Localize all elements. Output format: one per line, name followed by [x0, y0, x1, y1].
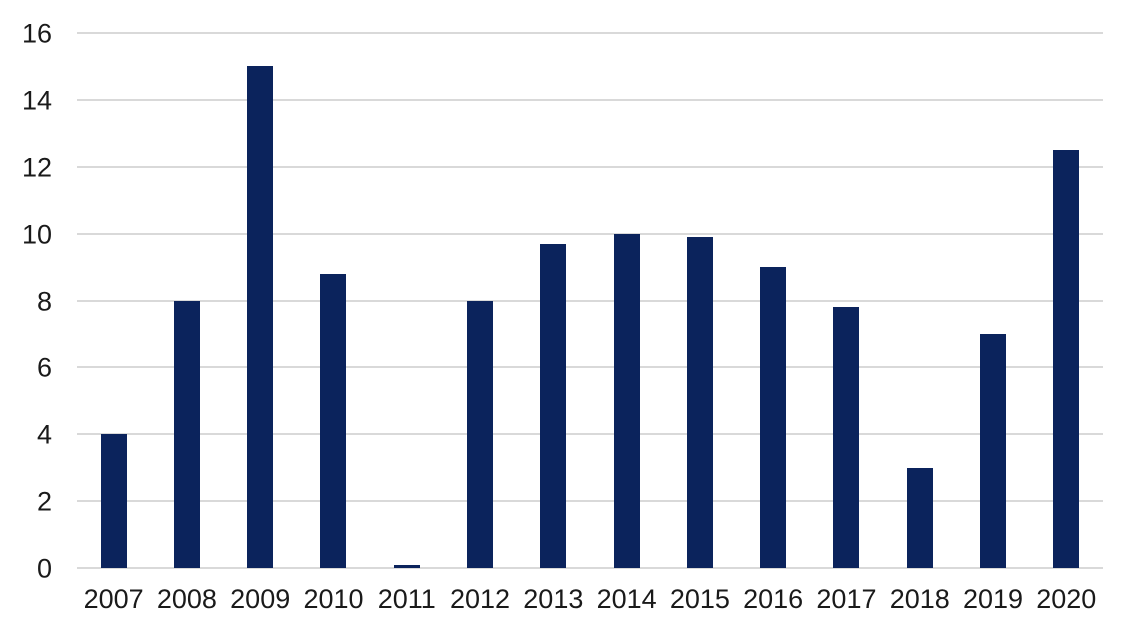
bar-slot-2010 [297, 33, 370, 568]
bar-slot-2018 [883, 33, 956, 568]
gridline-y-4 [77, 433, 1103, 436]
x-tick-label-2008: 2008 [156, 584, 217, 614]
bar-slot-2015 [663, 33, 736, 568]
bar-slot-2019 [956, 33, 1029, 568]
y-tick-label-12: 12 [21, 152, 52, 183]
bar-2011 [393, 564, 420, 568]
bar-2015 [686, 236, 713, 568]
x-tick-label-2007: 2007 [83, 584, 144, 614]
gridline-y-8 [77, 299, 1103, 302]
x-tick-label-2019: 2019 [962, 584, 1024, 614]
x-tick-label-2013: 2013 [523, 584, 584, 614]
bar-slot-2011 [370, 33, 443, 568]
x-tick-label-2015: 2015 [669, 584, 730, 614]
bar-slot-2014 [590, 33, 663, 568]
x-tick-label-2016: 2016 [743, 584, 804, 614]
bar-2010 [320, 273, 347, 568]
gridline-y-6 [77, 366, 1103, 369]
bar-slot-2012 [443, 33, 516, 568]
x-tick-label-2018: 2018 [889, 584, 950, 614]
x-axis-tick-labels: 2007 2008 2009 2010 2011 2012 2013 2014 2015 2016… [77, 586, 1103, 613]
bar-slot-2007 [77, 33, 150, 568]
gridline-y-0 [77, 567, 1103, 569]
bar-2009 [247, 66, 274, 568]
bar-slot-2008 [150, 33, 223, 568]
bar-2014 [613, 233, 640, 568]
bars-group [77, 33, 1103, 568]
x-tick-label-2012: 2012 [450, 584, 511, 614]
gridline-y-2 [77, 500, 1103, 503]
bar-slot-2016 [737, 33, 810, 568]
gridline-y-10 [77, 232, 1103, 235]
x-tick-label-2014: 2014 [596, 584, 657, 614]
y-tick-label-10: 10 [21, 219, 52, 250]
gridline-y-14 [77, 98, 1103, 101]
bar-2012 [467, 300, 494, 568]
x-tick-label-2020: 2020 [1036, 584, 1097, 614]
bar-slot-2020 [1030, 33, 1103, 568]
gridline-y-12 [77, 165, 1103, 168]
x-tick-label-2017: 2017 [816, 584, 877, 614]
bar-2019 [980, 333, 1007, 568]
bar-2016 [760, 267, 787, 568]
bar-2020 [1053, 150, 1080, 568]
y-tick-label-0: 0 [36, 553, 52, 584]
y-tick-label-16: 16 [21, 18, 52, 49]
bar-slot-2013 [517, 33, 590, 568]
x-tick-label-2011: 2011 [377, 584, 436, 614]
bar-2013 [540, 243, 567, 568]
bar-2008 [173, 300, 200, 568]
bar-slot-2009 [224, 33, 297, 568]
y-tick-label-6: 6 [36, 352, 52, 383]
y-tick-label-8: 8 [36, 286, 52, 316]
y-tick-label-14: 14 [21, 85, 52, 116]
bar-2007 [100, 434, 127, 568]
bar-2018 [906, 467, 933, 568]
gridline-y-16 [77, 32, 1103, 34]
plot-area: 0 2 4 6 8 10 12 14 16 2007 2008 2009 2010 2011 2012 20… [22, 20, 1103, 613]
x-tick-label-2009: 2009 [230, 584, 291, 614]
bar-slot-2017 [810, 33, 883, 568]
y-tick-label-4: 4 [36, 419, 52, 450]
bar-2017 [833, 307, 860, 568]
y-tick-label-2: 2 [36, 486, 52, 517]
x-tick-label-2010: 2010 [303, 584, 364, 614]
